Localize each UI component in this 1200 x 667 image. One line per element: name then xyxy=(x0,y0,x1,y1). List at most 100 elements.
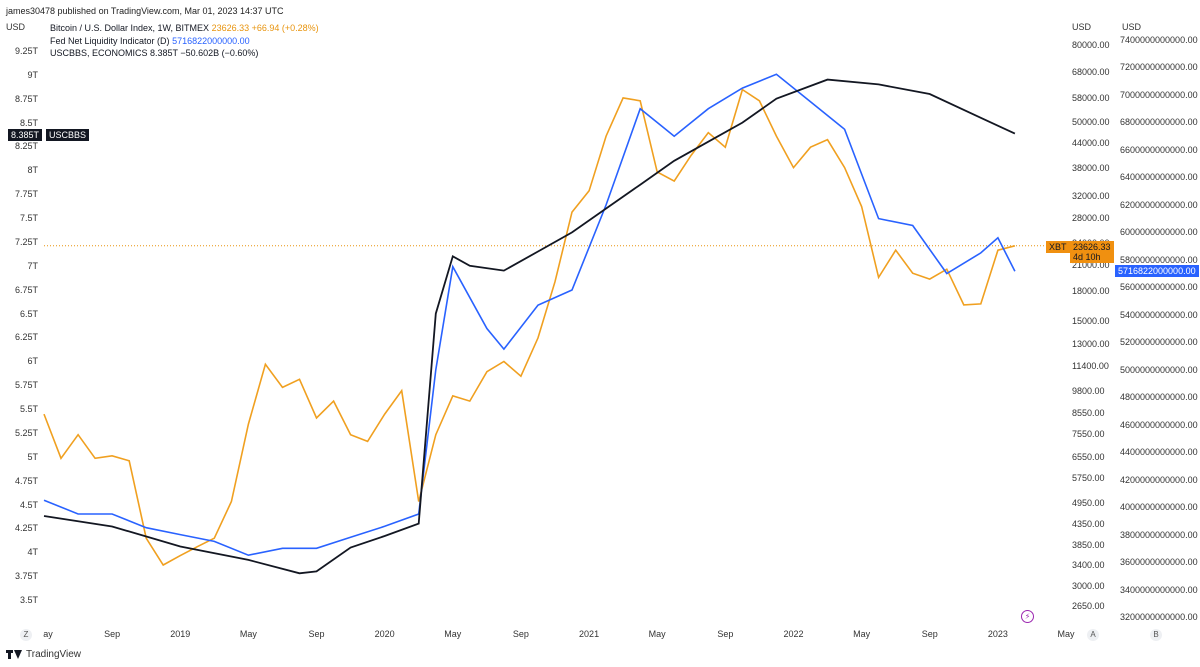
left-axis-tick: 5.25T xyxy=(14,427,38,438)
legend-uscbbs-label: USCBBS, ECONOMICS 8.385T −50.602B (−0.60… xyxy=(50,48,259,58)
right2-axis-tick: 3800000000000.00 xyxy=(1120,529,1198,540)
right2-axis-tick: 5200000000000.00 xyxy=(1120,337,1198,348)
right1-axis-tick: 38000.00 xyxy=(1072,162,1110,173)
left-axis-tick: 3.5T xyxy=(19,595,38,605)
publisher-line: james30478 published on TradingView.com,… xyxy=(6,6,284,16)
right1-axis-tick: 4950.00 xyxy=(1072,498,1105,509)
left-axis-tick: 5T xyxy=(27,451,38,462)
left-axis-tick: 7.75T xyxy=(14,189,38,200)
uscbbs-tag-value: 8.385T xyxy=(11,130,40,140)
left-axis-tick: 7.25T xyxy=(14,236,38,247)
right1-axis-tick: 28000.00 xyxy=(1072,212,1110,223)
xbt-tag-value: 23626.33 xyxy=(1073,242,1111,252)
time-axis-tick: May xyxy=(444,629,462,639)
right2-axis-tick: 4000000000000.00 xyxy=(1120,502,1198,513)
zoom-button[interactable]: Z xyxy=(20,629,32,641)
left-axis-tick: 7T xyxy=(27,260,38,271)
right1-axis-tick: 68000.00 xyxy=(1072,66,1110,77)
uscbbs-name-tag: USCBBS xyxy=(46,129,90,141)
legend-liquidity-value: 5716822000000.00 xyxy=(172,35,250,46)
time-axis-tick: ay xyxy=(43,629,53,639)
right1-axis-tick: 9800.00 xyxy=(1072,385,1105,396)
time-axis-tick: May xyxy=(648,629,666,639)
right1-axis-tick: 5750.00 xyxy=(1072,473,1105,484)
right1-axis-tick: 7550.00 xyxy=(1072,428,1105,439)
left-axis-tick: 4.75T xyxy=(14,475,38,486)
time-axis-tick: 2019 xyxy=(170,629,191,639)
right2-axis-tick: 5000000000000.00 xyxy=(1120,364,1198,375)
right1-axis-unit: USD xyxy=(1072,22,1092,32)
right2-axis-tick: 6600000000000.00 xyxy=(1120,144,1198,155)
right2-axis-tick: 7200000000000.00 xyxy=(1120,62,1198,73)
right1-axis-tick: 80000.00 xyxy=(1072,40,1110,50)
left-axis-unit: USD xyxy=(6,22,26,32)
right1-axis-tick: 8550.00 xyxy=(1072,408,1105,419)
right1-axis-tick: 21000.00 xyxy=(1072,260,1110,271)
liquidity-line xyxy=(43,73,1016,557)
tradingview-logo-icon xyxy=(6,650,22,659)
right2-axis-tick: 6400000000000.00 xyxy=(1120,172,1198,183)
xbt-tag-name: XBT xyxy=(1049,242,1067,252)
right1-axis-tick: 3000.00 xyxy=(1072,580,1105,591)
left-axis-tick: 6.75T xyxy=(14,284,38,295)
legend-liquidity-label: Fed Net Liquidity Indicator (D) xyxy=(50,35,170,46)
time-axis-tick: May xyxy=(239,629,257,639)
liquidity-value-tag: 5716822000000.00 xyxy=(1115,265,1199,277)
right1-axis-tick: 13000.00 xyxy=(1072,339,1110,350)
right2-axis-tick: 4600000000000.00 xyxy=(1120,419,1198,430)
legend-row-btc[interactable]: Bitcoin / U.S. Dollar Index, 1W, BITMEX … xyxy=(50,22,319,35)
right2-axis-tick: 4200000000000.00 xyxy=(1120,474,1198,485)
right2-axis-tick: 3400000000000.00 xyxy=(1120,584,1198,595)
right2-axis-tick: 5600000000000.00 xyxy=(1120,282,1198,293)
left-axis-tick: 9.25T xyxy=(14,46,38,56)
xbt-price-tag: 23626.33 4d 10h xyxy=(1070,241,1114,263)
auto-scale-button-a[interactable]: A xyxy=(1087,629,1099,641)
right1-axis-tick: 15000.00 xyxy=(1072,315,1110,326)
lightning-icon[interactable]: ⚡ xyxy=(1021,610,1034,623)
right1-axis-tick: 6550.00 xyxy=(1072,452,1105,463)
liquidity-tag-value: 5716822000000.00 xyxy=(1118,266,1196,276)
left-axis-tick: 7.5T xyxy=(19,213,38,224)
footer-brand-text: TradingView xyxy=(26,649,82,660)
time-axis-tick: 2020 xyxy=(374,629,395,639)
right2-axis-tick: 4400000000000.00 xyxy=(1120,447,1198,458)
uscbbs-tag-name: USCBBS xyxy=(49,130,87,140)
right1-axis-tick: 11400.00 xyxy=(1072,360,1109,371)
left-axis-tick: 6.25T xyxy=(14,332,38,343)
right1-axis-tick: 3850.00 xyxy=(1072,539,1105,550)
left-axis-tick: 4.25T xyxy=(14,523,38,534)
right1-axis-tick: 50000.00 xyxy=(1072,117,1110,128)
time-axis-tick: May xyxy=(1057,629,1075,639)
uscbbs-value-tag: 8.385T xyxy=(8,129,43,141)
auto-scale-button-b[interactable]: B xyxy=(1150,629,1162,641)
right2-axis-unit: USD xyxy=(1122,22,1142,32)
xbt-tag-countdown: 4d 10h xyxy=(1073,252,1101,262)
legend-row-liquidity[interactable]: Fed Net Liquidity Indicator (D) 57168220… xyxy=(50,35,319,48)
btc-line xyxy=(43,88,1016,567)
right2-axis-tick: 3600000000000.00 xyxy=(1120,557,1198,568)
time-axis-tick: Sep xyxy=(512,629,529,639)
right1-axis-tick: 58000.00 xyxy=(1072,92,1110,103)
left-axis-tick: 9T xyxy=(27,69,38,80)
right2-axis-tick: 4800000000000.00 xyxy=(1120,392,1198,403)
right2-axis-tick: 6800000000000.00 xyxy=(1120,117,1198,128)
right1-axis-tick: 44000.00 xyxy=(1072,138,1110,149)
right1-axis-tick: 18000.00 xyxy=(1072,285,1110,296)
time-axis-tick: Sep xyxy=(308,629,325,639)
left-axis-tick: 8.75T xyxy=(14,93,38,104)
left-axis-tick: 8T xyxy=(27,165,38,176)
right1-axis-tick: 32000.00 xyxy=(1072,190,1110,201)
right2-axis-tick: 7000000000000.00 xyxy=(1120,89,1198,100)
left-axis-tick: 3.75T xyxy=(14,571,38,582)
left-axis-tick: 5.75T xyxy=(14,380,38,391)
left-axis-tick: 5.5T xyxy=(19,404,38,415)
right2-axis-tick: 7400000000000.00 xyxy=(1120,35,1198,45)
right2-axis-tick: 6200000000000.00 xyxy=(1120,199,1198,210)
right2-axis-tick: 3200000000000.00 xyxy=(1120,612,1198,622)
legend-btc-value: 23626.33 +66.94 (+0.28%) xyxy=(211,23,319,33)
left-axis-tick: 4.5T xyxy=(19,499,38,510)
time-axis-tick: May xyxy=(853,629,871,639)
legend-row-uscbbs[interactable]: USCBBS, ECONOMICS 8.385T −50.602B (−0.60… xyxy=(50,47,319,60)
